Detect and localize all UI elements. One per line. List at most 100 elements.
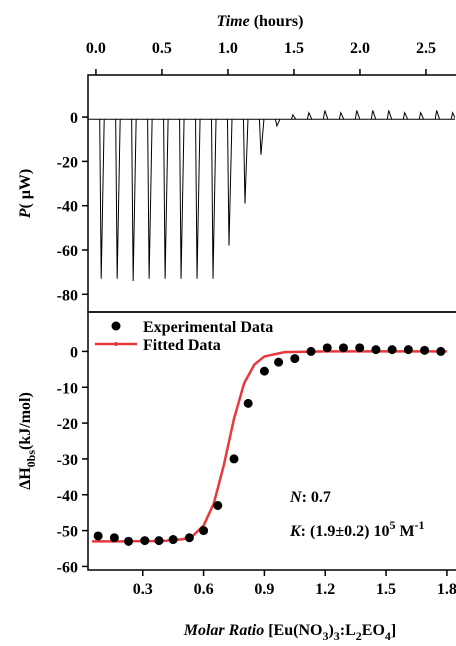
y-tick-label: -20 [57, 416, 78, 433]
data-point [436, 346, 446, 356]
x-tick-label: 0.3 [133, 581, 153, 598]
annotation: K: (1.9±0.2) 105 M-1 [289, 518, 425, 540]
injection-peak [402, 111, 409, 120]
text-part: K [289, 523, 302, 540]
injection-peak [226, 119, 233, 246]
injection-peak [290, 113, 297, 120]
injection-peak [147, 119, 153, 279]
data-point [322, 343, 332, 353]
text-part: 3 [322, 629, 328, 643]
y-tick-label: -80 [57, 287, 78, 304]
data-point [168, 535, 178, 545]
injection-peak [322, 110, 329, 120]
injection-peak [338, 111, 345, 120]
legend-label: Fitted Data [143, 337, 221, 354]
y-tick-label: -50 [57, 524, 78, 541]
data-point [93, 531, 103, 541]
text-part: :L [340, 622, 356, 639]
y-tick-label: 0 [70, 344, 78, 361]
legend-marker [111, 321, 121, 331]
data-point [184, 533, 194, 543]
data-point [371, 345, 381, 355]
data-point [109, 533, 119, 543]
x-tick-label: 2.0 [350, 40, 370, 57]
data-point [229, 454, 239, 464]
y-tick-label: -60 [57, 243, 78, 260]
x-axis-title: Molar Ratio [Eu(NO3)3:L2EO4] [183, 622, 396, 643]
text-part: ( μW) [17, 169, 34, 209]
text-part: 0bs [24, 450, 38, 468]
text-part: EO [362, 622, 385, 639]
data-point [154, 536, 164, 546]
data-point [213, 501, 223, 510]
legend-label: Experimental Data [143, 319, 273, 336]
text-part: N [289, 489, 303, 506]
x-tick-label: 1.5 [284, 40, 304, 57]
injection-peak [131, 119, 137, 282]
y-tick-label: -30 [57, 452, 78, 469]
data-point [274, 357, 284, 367]
fit-line [92, 350, 447, 543]
text-part: 2 [356, 629, 362, 643]
injection-peak [211, 119, 217, 279]
data-point [140, 536, 150, 546]
data-point [403, 345, 413, 355]
annotation: N: 0.7 [289, 489, 331, 506]
text-part: P [17, 208, 34, 219]
injection-peak [179, 119, 185, 279]
x-tick-label: 1.8 [437, 581, 456, 598]
text-part: [Eu(NO [264, 622, 322, 639]
injection-peak [163, 119, 169, 279]
text-part: M [395, 523, 414, 540]
plot-area [88, 110, 455, 282]
x-tick-label: 1.2 [315, 581, 335, 598]
data-point [199, 526, 209, 536]
data-point [306, 346, 316, 356]
injection-peak [370, 110, 377, 120]
data-point [338, 343, 348, 353]
plot-area [92, 343, 447, 546]
injection-peak [274, 119, 281, 128]
text-part: 5 [389, 518, 395, 532]
text-part: -1 [415, 518, 425, 532]
injection-peak [306, 111, 313, 120]
text-part: Time [217, 13, 250, 30]
data-point [355, 343, 365, 353]
injection-peak [418, 111, 425, 120]
text-part: : (1.9±0.2) 10 [301, 523, 390, 540]
x-tick-label: 0.5 [152, 40, 172, 57]
injection-peak [434, 110, 441, 120]
text-part: 3 [334, 629, 340, 643]
data-point [124, 536, 134, 546]
injection-peak [115, 119, 121, 279]
y-tick-label: -60 [57, 559, 78, 576]
text-part: ΔH [17, 467, 34, 490]
x-tick-label: 2.5 [416, 40, 436, 57]
y-tick-label: -40 [57, 488, 78, 505]
x-tick-label: 0.9 [254, 581, 274, 598]
data-point [420, 345, 430, 355]
plot-frame [87, 311, 456, 571]
plot-frame [87, 74, 456, 313]
y-axis-title: ΔH0bs(kJ/mol) [17, 392, 38, 490]
data-point [387, 345, 397, 355]
text-part: Molar Ratio [183, 622, 264, 639]
y-tick-label: -10 [57, 380, 78, 397]
legend-line-marker [114, 342, 118, 346]
x-tick-label: 0.0 [86, 40, 106, 57]
x-axis-title: Time (hours) [217, 13, 304, 30]
x-tick-label: 1.5 [376, 581, 396, 598]
y-tick-label: -40 [57, 199, 78, 216]
text-part: (hours) [250, 13, 304, 30]
injection-peak [354, 110, 361, 120]
x-tick-label: 0.6 [194, 581, 214, 598]
injection-peak [450, 111, 455, 120]
injection-peak [195, 119, 201, 279]
text-part: ) [328, 622, 333, 639]
injection-peak [258, 119, 265, 155]
data-point [259, 366, 269, 376]
x-tick-label: 1.0 [218, 40, 238, 57]
injection-peak [99, 119, 105, 279]
